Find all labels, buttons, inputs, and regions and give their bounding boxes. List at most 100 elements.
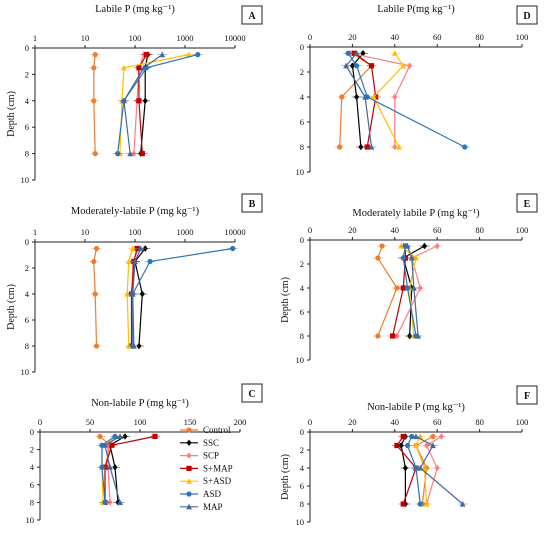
panel-label-box <box>516 385 538 405</box>
x-tick-label: 1 <box>33 33 37 43</box>
y-tick-label: 2 <box>300 445 304 455</box>
data-point <box>337 144 343 150</box>
y-tick-label: 4 <box>25 96 30 106</box>
data-point <box>152 433 158 439</box>
x-tick-label: 1000 <box>177 227 194 237</box>
panel-label: D <box>523 11 530 22</box>
data-point <box>195 52 201 58</box>
data-point <box>354 63 360 69</box>
y-tick-label: 10 <box>21 367 30 377</box>
y-tick-label: 10 <box>21 175 30 185</box>
y-tick-label: 8 <box>25 341 29 351</box>
series-line <box>354 52 377 148</box>
data-point <box>91 258 97 265</box>
series-line <box>104 435 156 503</box>
legend-swatch-marker <box>186 427 192 433</box>
series-line <box>402 245 425 337</box>
x-tick-label: 40 <box>391 225 400 235</box>
y-tick-label: 0 <box>25 237 29 247</box>
series-line <box>406 245 419 337</box>
panel-label: E <box>524 199 531 210</box>
x-tick-label: 1000 <box>177 33 194 43</box>
series-map <box>402 242 424 339</box>
data-point <box>379 243 385 249</box>
data-point <box>136 98 142 104</box>
data-point <box>400 501 406 507</box>
data-point <box>400 255 406 261</box>
data-point <box>417 464 424 471</box>
x-tick-label: 0 <box>308 417 312 427</box>
data-point <box>424 442 430 449</box>
data-point <box>142 97 148 104</box>
series-line <box>109 435 126 503</box>
data-point <box>91 65 97 71</box>
x-tick-label: 60 <box>433 225 442 235</box>
series-line <box>117 54 198 154</box>
series-line <box>347 52 466 148</box>
data-point <box>417 284 423 292</box>
data-point <box>92 52 98 58</box>
series-map <box>118 51 168 157</box>
data-point <box>421 242 428 250</box>
series-asd <box>343 50 470 150</box>
data-point <box>140 64 147 71</box>
data-point <box>339 94 345 100</box>
series-control <box>88 52 101 157</box>
series-line <box>372 52 405 148</box>
data-point <box>147 258 153 265</box>
y-tick-label: 0 <box>300 235 304 245</box>
series-line <box>134 248 146 347</box>
series-line <box>130 248 138 346</box>
y-axis-label: Depth (cm) <box>280 454 291 500</box>
x-tick-label: 50 <box>86 417 95 427</box>
data-point <box>92 151 98 157</box>
series-map <box>127 245 146 349</box>
x-tick-label: 200 <box>234 417 247 427</box>
chart-title: Moderately-labile P (mg kg⁻¹) <box>71 206 200 217</box>
series-asd <box>127 245 238 349</box>
legend-label: MAP <box>203 502 223 512</box>
x-tick-label: 150 <box>184 417 197 427</box>
y-axis-label: Depth (cm) <box>280 277 291 323</box>
data-point <box>407 62 413 69</box>
series-line <box>351 52 364 148</box>
series-line <box>396 436 417 505</box>
y-tick-label: 6 <box>30 480 34 490</box>
panel-b: Moderately-labile P (mg kg⁻¹)B1 10 100 1000… <box>6 193 263 377</box>
x-tick-label: 80 <box>475 32 484 42</box>
legend-swatch-marker <box>186 503 192 510</box>
series-line <box>339 52 373 148</box>
data-point <box>230 245 236 252</box>
series-line <box>138 54 148 154</box>
data-point <box>462 144 468 150</box>
y-tick-label: 4 <box>25 289 30 299</box>
chart-title: Labile P (mg kg⁻¹) <box>95 4 175 15</box>
chart-title: Moderately labile P (mg kg⁻¹) <box>352 208 480 219</box>
legend-entry: S+ASD <box>180 476 232 486</box>
x-tick-label: 1 <box>33 227 37 237</box>
data-point <box>362 93 369 100</box>
y-tick-label: 2 <box>300 259 304 269</box>
y-tick-label: 2 <box>30 445 34 455</box>
y-tick-label: 4 <box>300 283 305 293</box>
data-point <box>102 499 108 505</box>
series-line <box>126 248 134 347</box>
data-point <box>396 143 402 150</box>
x-tick-label: 100 <box>516 225 529 235</box>
data-point <box>394 442 400 449</box>
panel-label-box <box>241 193 263 213</box>
panel-label: C <box>248 389 255 400</box>
data-point <box>394 285 400 291</box>
panel-a: Labile P (mg kg⁻¹) A 1 10 100 1000 10000 0 2 4 6 8 1… <box>6 4 263 185</box>
data-point <box>360 50 366 57</box>
series-line <box>396 245 438 337</box>
legend-swatch-marker <box>186 465 192 471</box>
x-tick-label: 10 <box>81 227 90 237</box>
series-line <box>104 435 121 503</box>
x-tick-label: 40 <box>391 417 400 427</box>
series-line <box>425 435 442 505</box>
data-point <box>127 150 134 157</box>
x-tick-label: 60 <box>433 32 442 42</box>
data-point <box>132 258 138 265</box>
series-line <box>345 52 373 148</box>
